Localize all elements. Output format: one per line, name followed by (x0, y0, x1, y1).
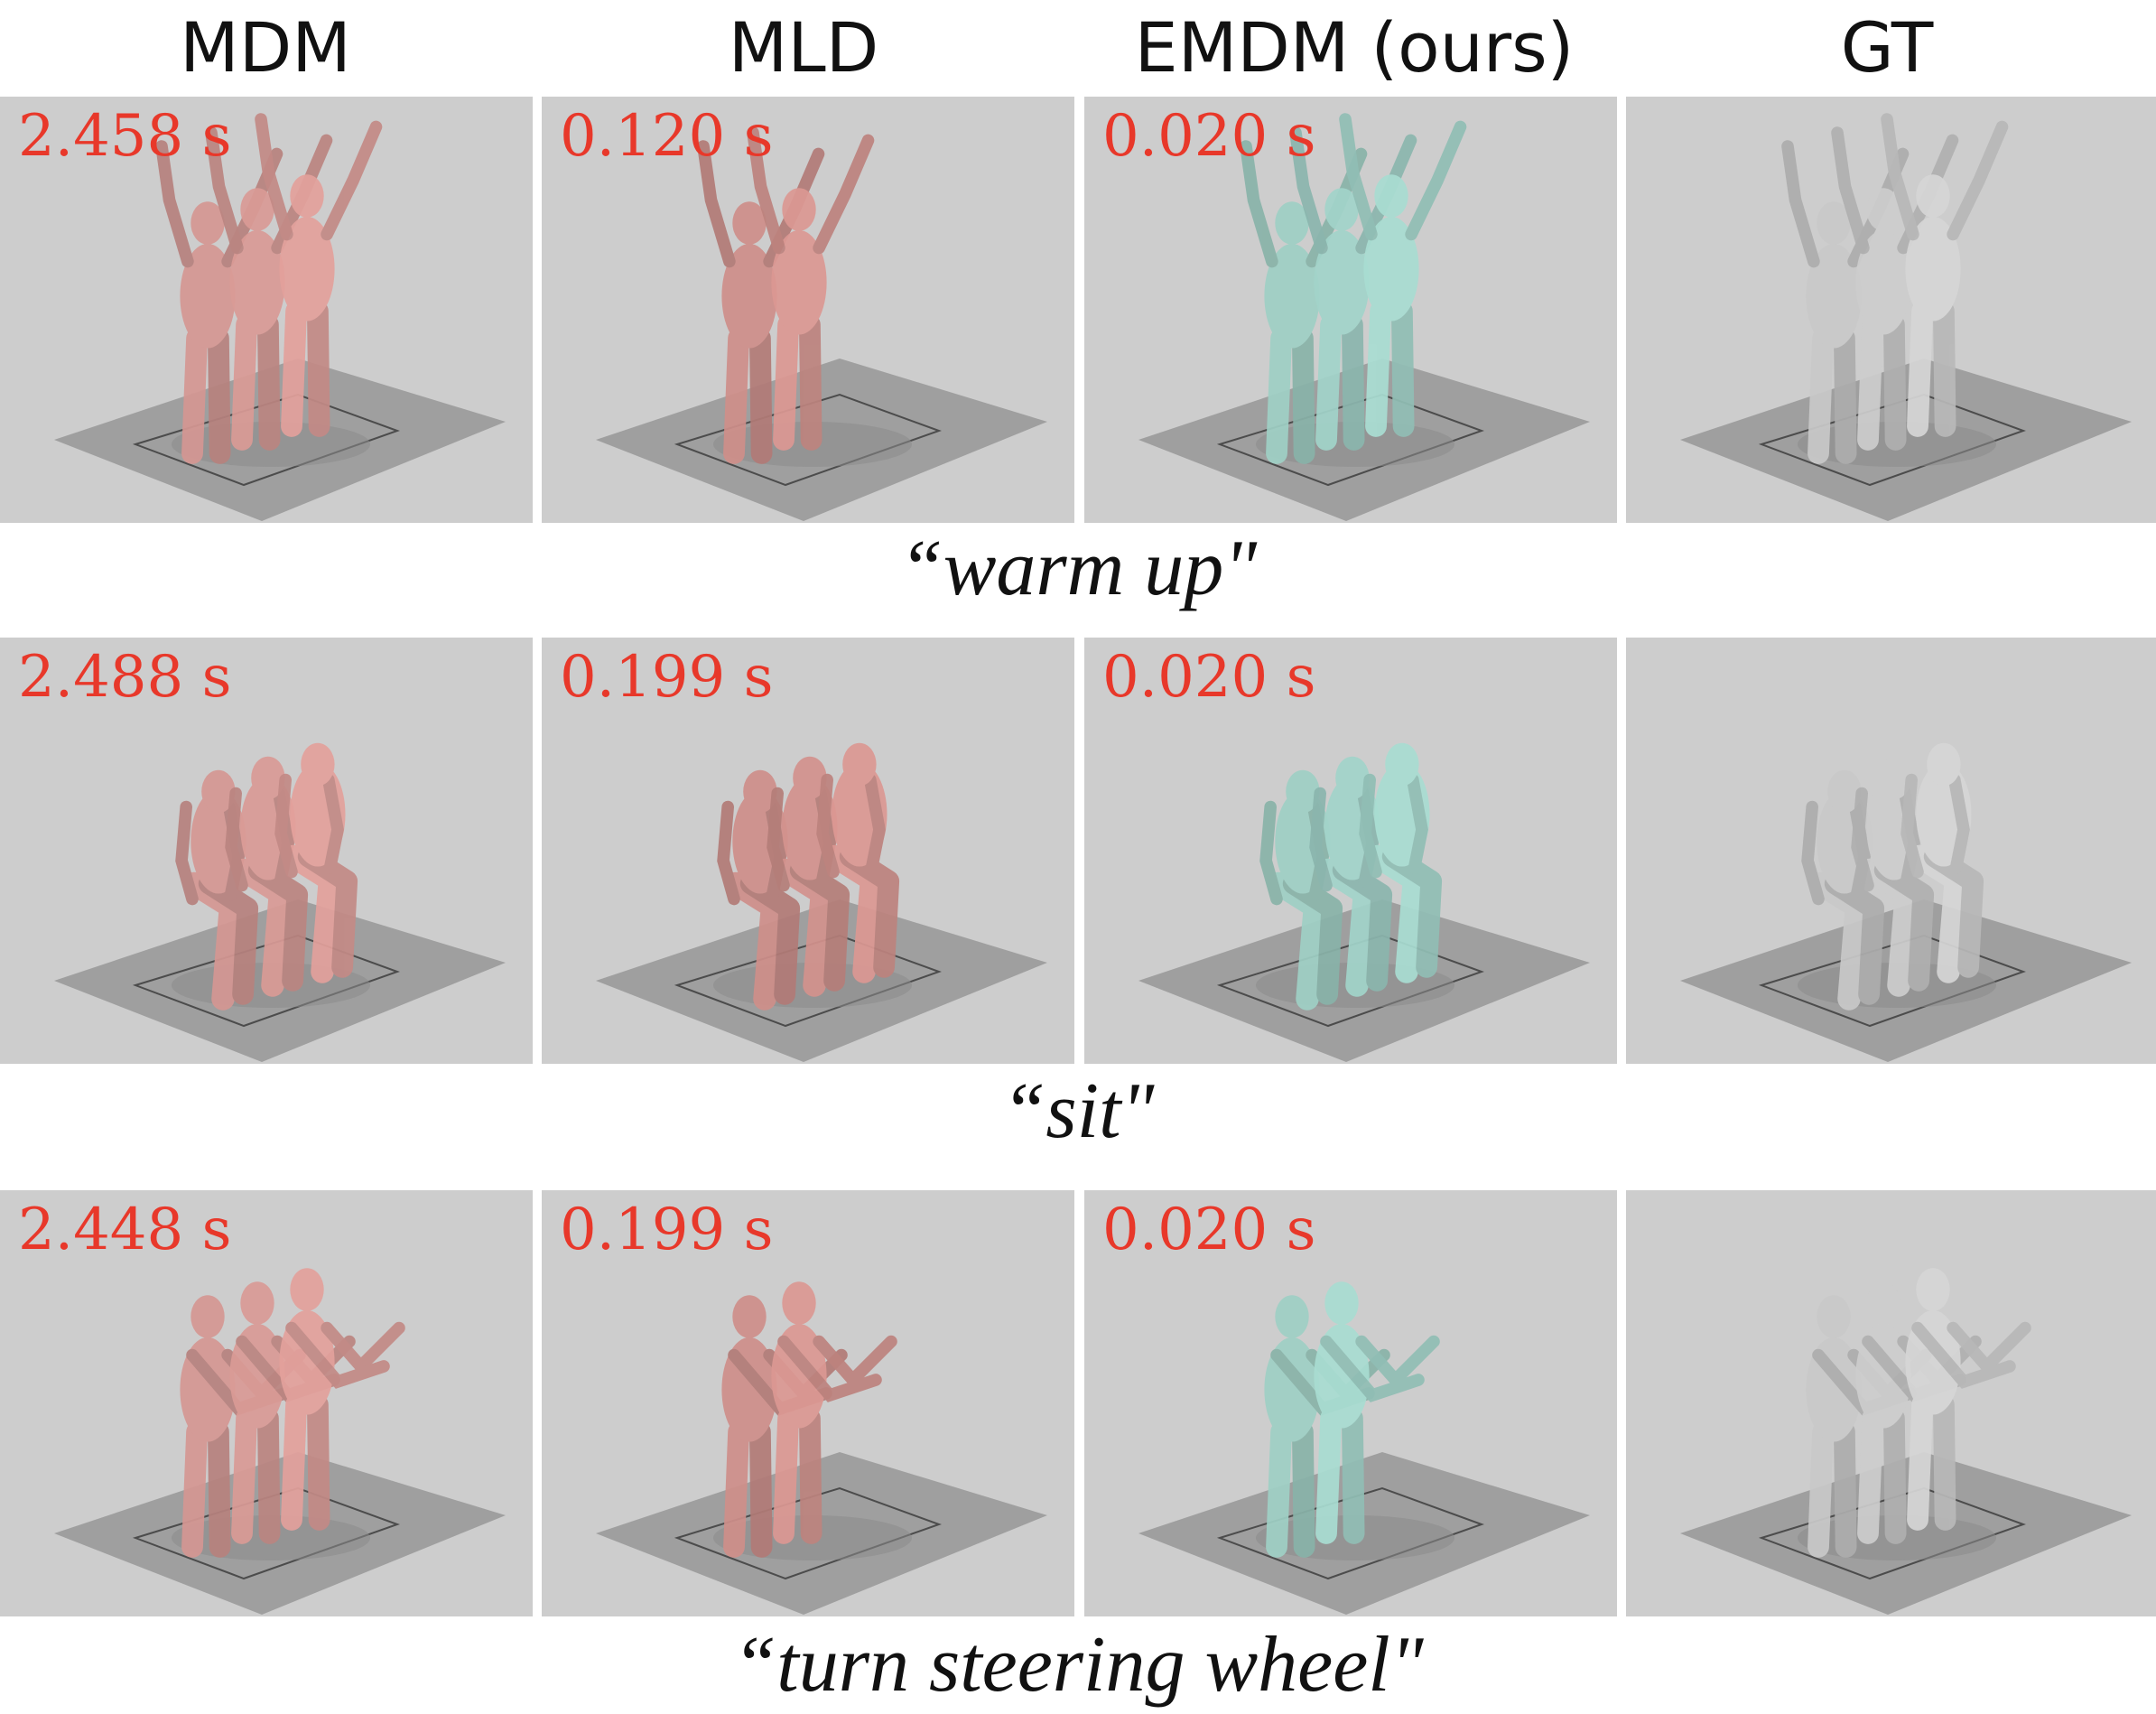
panel-row3-gt (1626, 1190, 2156, 1616)
render-canvas (54, 742, 506, 1062)
panel-row3-mld: 0.199 s (542, 1190, 1074, 1616)
caption-row2: “sit" (1001, 1067, 1155, 1155)
human-figure (1831, 126, 1959, 451)
human-figure (1359, 742, 1443, 983)
render-canvas (1680, 742, 2132, 1062)
caption-row1: “warm up" (898, 525, 1258, 612)
human-figure (816, 742, 900, 983)
human-figure (1309, 756, 1393, 997)
panel-row2-emdm: 0.020 s (1084, 638, 1617, 1064)
panel-row2-mld: 0.199 s (542, 638, 1074, 1064)
render-canvas (1680, 113, 2132, 521)
human-figure (255, 113, 383, 437)
render-canvas (1138, 113, 1590, 521)
human-figure (1900, 742, 1984, 983)
column-header-emdm: EMDM (ours) (1134, 7, 1575, 88)
timing-label: 2.448 s (18, 1197, 232, 1263)
column-header-mld: MLD (728, 7, 879, 88)
human-figure (205, 126, 333, 451)
render-canvas (1138, 1281, 1590, 1615)
human-figure (279, 1268, 405, 1531)
render-canvas (54, 113, 506, 521)
render-canvas (596, 1281, 1047, 1615)
timing-label: 0.120 s (560, 103, 774, 170)
render-canvas (54, 1268, 506, 1615)
human-figure (1905, 1268, 2031, 1531)
human-figure (225, 756, 309, 997)
column-header-mdm: MDM (180, 7, 351, 88)
human-figure (747, 126, 875, 451)
human-figure (1339, 113, 1467, 437)
timing-label: 0.020 s (1102, 103, 1316, 170)
panel-row2-gt (1626, 638, 2156, 1064)
human-figure (697, 140, 825, 464)
panel-row1-mld: 0.120 s (542, 97, 1074, 523)
panel-row1-emdm: 0.020 s (1084, 97, 1617, 523)
human-figure (1314, 1281, 1440, 1544)
timing-label: 0.199 s (560, 1197, 774, 1263)
render-canvas (1680, 1268, 2132, 1615)
human-figure (771, 1281, 897, 1544)
render-canvas (1138, 742, 1590, 1062)
timing-label: 0.199 s (560, 644, 774, 711)
timing-label: 2.488 s (18, 644, 232, 711)
panel-row1-gt (1626, 97, 2156, 523)
panel-row3-mdm: 2.448 s (0, 1190, 533, 1616)
panel-row2-mdm: 2.488 s (0, 638, 533, 1064)
timing-label: 0.020 s (1102, 1197, 1316, 1263)
timing-label: 0.020 s (1102, 644, 1316, 711)
panel-row1-mdm: 2.458 s (0, 97, 533, 523)
caption-row3: “turn steering wheel" (732, 1621, 1424, 1709)
human-figure (1240, 140, 1368, 464)
timing-label: 2.458 s (18, 103, 232, 170)
human-figure (1881, 113, 2009, 437)
human-figure (274, 742, 358, 983)
column-header-gt: GT (1840, 7, 1934, 88)
render-canvas (596, 126, 1047, 521)
panel-row3-emdm: 0.020 s (1084, 1190, 1617, 1616)
render-canvas (596, 742, 1047, 1062)
